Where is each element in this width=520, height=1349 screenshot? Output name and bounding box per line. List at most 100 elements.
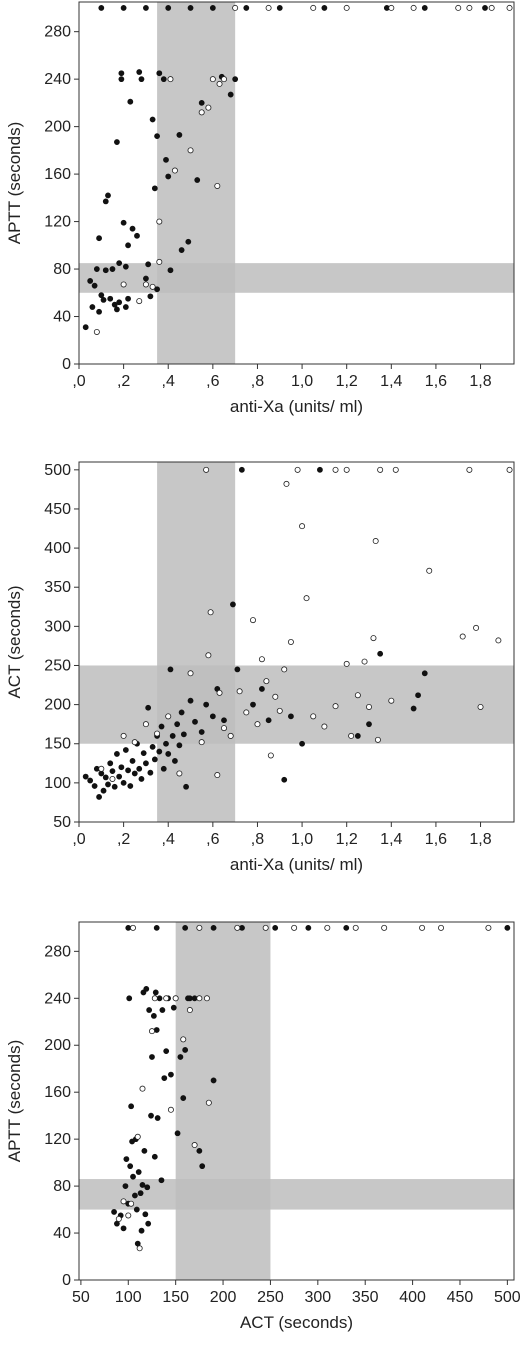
x-reference-band — [157, 462, 236, 822]
x-tick-label: ,2 — [117, 831, 130, 848]
data-point-open — [154, 730, 161, 737]
data-point-filled — [158, 1177, 165, 1184]
data-point-filled — [203, 701, 210, 708]
data-point-filled — [129, 758, 136, 764]
data-point-filled — [366, 721, 372, 728]
data-point-filled — [152, 989, 159, 996]
data-point-filled — [238, 466, 245, 473]
y-tick-label: 400 — [44, 540, 71, 557]
data-point-open — [109, 775, 116, 782]
data-point-filled — [163, 1048, 170, 1055]
data-point-open — [372, 538, 379, 545]
data-point-open — [130, 924, 137, 931]
data-point-filled — [134, 232, 140, 239]
data-point-open — [495, 637, 502, 644]
data-point-filled — [109, 768, 116, 775]
data-point-filled — [141, 1147, 148, 1154]
data-point-open — [191, 1142, 198, 1149]
data-point-filled — [82, 324, 89, 331]
y-tick-label: 200 — [44, 697, 71, 714]
data-point-filled — [210, 1077, 217, 1084]
x-axis-label: ACT (seconds) — [240, 1313, 353, 1332]
y-tick-label: 0 — [62, 356, 71, 373]
x-axis-label: anti-Xa (units/ ml) — [230, 397, 363, 416]
data-point-open — [276, 707, 283, 714]
y-tick-label: 40 — [53, 1225, 71, 1242]
data-point-open — [98, 765, 105, 772]
data-point-filled — [149, 1054, 155, 1060]
data-point-filled — [143, 5, 149, 11]
data-point-filled — [185, 238, 192, 245]
data-point-open — [156, 218, 163, 225]
x-axis-label: anti-Xa (units/ ml) — [230, 855, 363, 874]
x-tick-label: 450 — [447, 1289, 474, 1306]
data-point-filled — [139, 1182, 146, 1188]
plot-frame — [78, 921, 515, 1281]
data-point-filled — [421, 5, 428, 11]
x-tick-label: 1,0 — [291, 831, 313, 848]
y-tick-label: 240 — [44, 71, 71, 88]
data-point-open — [506, 466, 513, 473]
x-tick-label: 50 — [72, 1289, 90, 1306]
data-point-open — [187, 147, 194, 154]
data-point-filled — [158, 723, 165, 730]
data-point-open — [258, 656, 265, 663]
x-tick-label: 1,6 — [425, 373, 447, 390]
data-point-open — [220, 76, 227, 83]
data-point-open — [310, 713, 317, 720]
data-point-open — [186, 1007, 193, 1014]
data-point-open — [136, 298, 143, 305]
data-point-filled — [100, 787, 107, 794]
data-point-open — [263, 678, 270, 685]
data-point-filled — [87, 777, 94, 784]
data-point-open — [236, 688, 243, 695]
x-tick-label: 1,2 — [336, 831, 358, 848]
data-point-filled — [180, 1095, 187, 1101]
data-point-filled — [194, 177, 201, 183]
data-point-filled — [145, 261, 152, 268]
data-point-filled — [114, 306, 120, 313]
data-point-filled — [138, 1227, 145, 1234]
x-reference-band — [175, 922, 271, 1280]
data-point-filled — [250, 701, 256, 708]
data-point-filled — [130, 1173, 136, 1180]
data-point-filled — [120, 5, 127, 11]
data-point-open — [332, 466, 339, 473]
data-point-filled — [122, 747, 129, 753]
data-point-filled — [93, 266, 100, 272]
data-point-filled — [136, 69, 143, 75]
data-point-filled — [151, 185, 158, 192]
x-tick-label: 1,4 — [380, 373, 402, 390]
data-point-filled — [127, 98, 134, 105]
data-point-open — [209, 76, 216, 83]
data-point-open — [343, 4, 350, 11]
data-point-open — [303, 595, 310, 602]
y-tick-label: 250 — [44, 657, 71, 674]
data-point-filled — [196, 1147, 203, 1154]
data-point-open — [361, 658, 368, 665]
y-tick-label: 0 — [62, 1272, 71, 1289]
data-point-filled — [129, 225, 136, 232]
data-point-filled — [102, 198, 109, 205]
data-point-open — [352, 924, 359, 931]
data-point-filled — [87, 278, 94, 284]
x-tick-label: 400 — [399, 1289, 426, 1306]
data-point-filled — [120, 219, 127, 226]
data-point-filled — [127, 1163, 134, 1170]
data-point-filled — [182, 1047, 189, 1053]
y-tick-label: 80 — [53, 261, 71, 278]
data-point-filled — [174, 721, 181, 728]
data-point-filled — [227, 91, 234, 98]
x-tick-label: 300 — [304, 1289, 331, 1306]
data-point-filled — [135, 1169, 142, 1175]
data-point-filled — [178, 247, 185, 253]
data-point-filled — [149, 743, 156, 750]
data-point-open — [120, 1198, 127, 1205]
data-point-open — [310, 4, 317, 11]
data-point-open — [419, 924, 426, 931]
data-point-filled — [377, 650, 384, 657]
data-point-open — [216, 80, 223, 87]
data-point-filled — [114, 751, 120, 757]
y-tick-label: 50 — [53, 814, 71, 831]
y-axis-label: APTT (seconds) — [5, 122, 24, 245]
